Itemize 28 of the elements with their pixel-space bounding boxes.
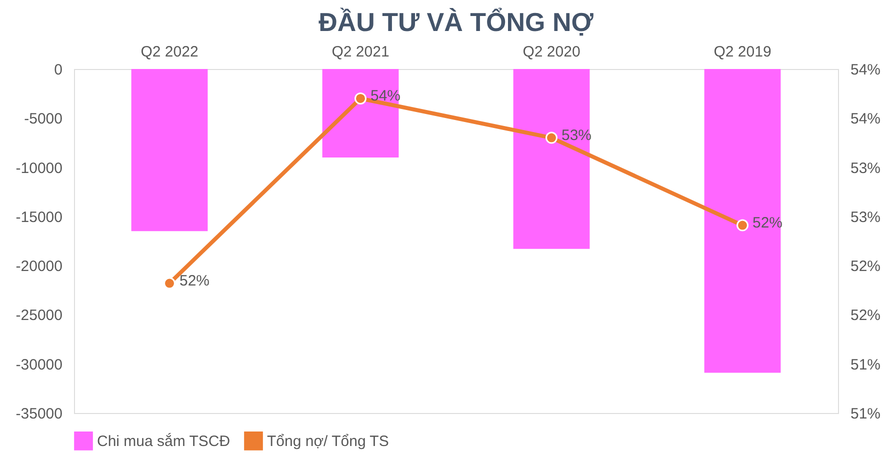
- y-tick-label: 0: [54, 62, 62, 78]
- y2-tick-label: 54%: [850, 110, 881, 128]
- legend-label: Tổng nợ/ Tổng TS: [267, 432, 389, 450]
- y-tick-label: -10000: [16, 160, 62, 177]
- x-tick-label: Q2 2022: [140, 44, 198, 60]
- chart-title: ĐẦU TƯ VÀ TỔNG NỢ: [318, 7, 594, 37]
- y-tick-label: -35000: [16, 406, 62, 422]
- y2-tick-label: 54%: [850, 62, 881, 78]
- y-tick-label: -30000: [16, 356, 62, 374]
- y-tick-label: -15000: [16, 208, 62, 226]
- y2-tick-label: 52%: [850, 258, 881, 276]
- point: [164, 277, 176, 290]
- data-label: 52%: [180, 272, 210, 290]
- legend-label: Chi mua sắm TSCĐ: [97, 432, 230, 450]
- x-tick-label: Q2 2020: [522, 44, 580, 60]
- point: [546, 132, 558, 144]
- x-tick-label: Q2 2021: [332, 44, 390, 60]
- x-tick-label: Q2 2019: [714, 44, 772, 60]
- y-tick-label: -25000: [16, 307, 62, 324]
- point: [354, 92, 366, 104]
- point: [736, 219, 748, 232]
- y-tick-label: -5000: [24, 110, 62, 128]
- y2-tick-label: 51%: [850, 356, 881, 374]
- y-tick-label: -20000: [16, 258, 62, 276]
- y2-tick-label: 51%: [850, 406, 881, 422]
- y2-tick-label: 53%: [850, 160, 881, 177]
- y2-tick-label: 53%: [850, 208, 881, 226]
- y2-tick-label: 52%: [850, 307, 881, 324]
